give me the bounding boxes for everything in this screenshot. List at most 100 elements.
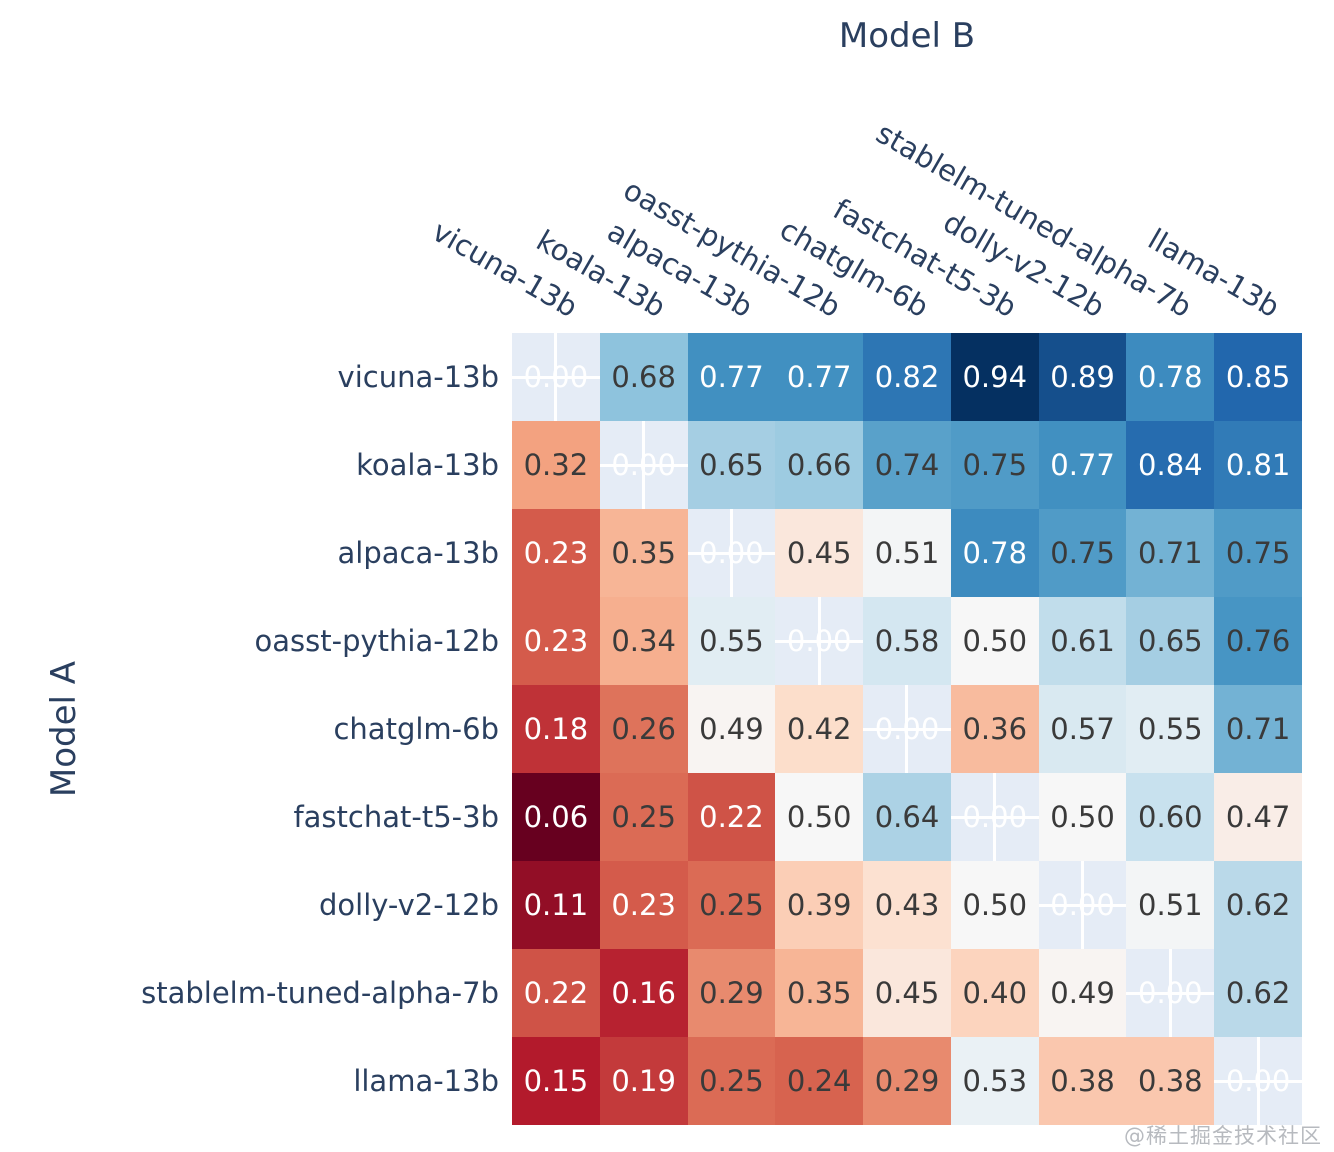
gridline-horizontal	[1038, 903, 1127, 907]
heatmap-cell-oasst-pythia-12b-vs-dolly-v2-12b[interactable]: 0.61	[1038, 597, 1127, 685]
heatmap-cell-oasst-pythia-12b-vs-oasst-pythia-12b[interactable]: 0.00	[775, 597, 864, 685]
cell-value: 0.19	[611, 1064, 676, 1098]
heatmap-cell-vicuna-13b-vs-llama-13b[interactable]: 0.85	[1214, 333, 1302, 421]
heatmap-cell-oasst-pythia-12b-vs-llama-13b[interactable]: 0.76	[1214, 597, 1302, 685]
heatmap-cell-llama-13b-vs-vicuna-13b[interactable]: 0.15	[512, 1037, 600, 1125]
heatmap-cell-vicuna-13b-vs-vicuna-13b[interactable]: 0.00	[512, 333, 600, 421]
heatmap-cell-oasst-pythia-12b-vs-stablelm-tuned-alpha-7b[interactable]: 0.65	[1126, 597, 1215, 685]
watermark: @稀土掘金技术社区	[1124, 1124, 1322, 1148]
heatmap-cell-oasst-pythia-12b-vs-chatglm-6b[interactable]: 0.58	[863, 597, 951, 685]
heatmap-cell-alpaca-13b-vs-koala-13b[interactable]: 0.35	[599, 509, 688, 597]
heatmap-cell-llama-13b-vs-koala-13b[interactable]: 0.19	[599, 1037, 688, 1125]
heatmap-cell-llama-13b-vs-dolly-v2-12b[interactable]: 0.38	[1038, 1037, 1127, 1125]
heatmap-cell-alpaca-13b-vs-alpaca-13b[interactable]: 0.00	[687, 509, 776, 597]
heatmap-cell-llama-13b-vs-llama-13b[interactable]: 0.00	[1214, 1037, 1302, 1125]
heatmap-cell-stablelm-tuned-alpha-7b-vs-fastchat-t5-3b[interactable]: 0.40	[950, 949, 1039, 1037]
heatmap-cell-llama-13b-vs-oasst-pythia-12b[interactable]: 0.24	[775, 1037, 864, 1125]
heatmap-cell-dolly-v2-12b-vs-alpaca-13b[interactable]: 0.25	[687, 861, 776, 949]
heatmap-cell-oasst-pythia-12b-vs-vicuna-13b[interactable]: 0.23	[512, 597, 600, 685]
heatmap-cell-llama-13b-vs-chatglm-6b[interactable]: 0.29	[863, 1037, 951, 1125]
heatmap-cell-dolly-v2-12b-vs-chatglm-6b[interactable]: 0.43	[863, 861, 951, 949]
cell-value: 0.40	[962, 976, 1028, 1010]
heatmap-cell-chatglm-6b-vs-llama-13b[interactable]: 0.71	[1214, 685, 1302, 773]
y-tick-label-koala-13b: koala-13b	[356, 448, 499, 482]
heatmap-cell-stablelm-tuned-alpha-7b-vs-dolly-v2-12b[interactable]: 0.49	[1038, 949, 1127, 1037]
cell-value: 0.00	[874, 712, 940, 746]
heatmap-cell-alpaca-13b-vs-chatglm-6b[interactable]: 0.51	[863, 509, 951, 597]
heatmap-cell-dolly-v2-12b-vs-koala-13b[interactable]: 0.23	[599, 861, 688, 949]
heatmap-cell-oasst-pythia-12b-vs-fastchat-t5-3b[interactable]: 0.50	[950, 597, 1039, 685]
heatmap-cell-alpaca-13b-vs-llama-13b[interactable]: 0.75	[1214, 509, 1302, 597]
cell-value: 0.47	[1225, 800, 1291, 834]
heatmap-cell-llama-13b-vs-fastchat-t5-3b[interactable]: 0.53	[950, 1037, 1039, 1125]
heatmap-cell-fastchat-t5-3b-vs-llama-13b[interactable]: 0.47	[1214, 773, 1302, 861]
heatmap-cell-koala-13b-vs-chatglm-6b[interactable]: 0.74	[863, 421, 951, 509]
heatmap-cell-dolly-v2-12b-vs-dolly-v2-12b[interactable]: 0.00	[1038, 861, 1127, 949]
heatmap-cell-vicuna-13b-vs-alpaca-13b[interactable]: 0.77	[687, 333, 776, 421]
heatmap-cell-vicuna-13b-vs-dolly-v2-12b[interactable]: 0.89	[1038, 333, 1127, 421]
heatmap-cell-chatglm-6b-vs-dolly-v2-12b[interactable]: 0.57	[1038, 685, 1127, 773]
heatmap-cell-vicuna-13b-vs-oasst-pythia-12b[interactable]: 0.77	[775, 333, 864, 421]
heatmap-cell-chatglm-6b-vs-oasst-pythia-12b[interactable]: 0.42	[775, 685, 864, 773]
heatmap-cell-koala-13b-vs-llama-13b[interactable]: 0.81	[1214, 421, 1302, 509]
cell-value: 0.35	[786, 976, 852, 1010]
cell-value: 0.00	[962, 800, 1028, 834]
heatmap-cell-koala-13b-vs-stablelm-tuned-alpha-7b[interactable]: 0.84	[1126, 421, 1215, 509]
y-tick-label-chatglm-6b: chatglm-6b	[333, 712, 499, 746]
heatmap-cell-alpaca-13b-vs-stablelm-tuned-alpha-7b[interactable]: 0.71	[1126, 509, 1215, 597]
cell-value: 0.78	[962, 536, 1028, 570]
heatmap-cell-chatglm-6b-vs-chatglm-6b[interactable]: 0.00	[863, 685, 951, 773]
heatmap-cell-dolly-v2-12b-vs-vicuna-13b[interactable]: 0.11	[512, 861, 600, 949]
cell-value: 0.25	[699, 888, 764, 922]
heatmap-cell-oasst-pythia-12b-vs-alpaca-13b[interactable]: 0.55	[687, 597, 776, 685]
heatmap-cell-fastchat-t5-3b-vs-chatglm-6b[interactable]: 0.64	[863, 773, 951, 861]
heatmap-cell-koala-13b-vs-alpaca-13b[interactable]: 0.65	[687, 421, 776, 509]
heatmap-cell-dolly-v2-12b-vs-fastchat-t5-3b[interactable]: 0.50	[950, 861, 1039, 949]
heatmap-cell-chatglm-6b-vs-vicuna-13b[interactable]: 0.18	[512, 685, 600, 773]
heatmap-cell-vicuna-13b-vs-stablelm-tuned-alpha-7b[interactable]: 0.78	[1126, 333, 1215, 421]
heatmap-cell-stablelm-tuned-alpha-7b-vs-oasst-pythia-12b[interactable]: 0.35	[775, 949, 864, 1037]
heatmap-cell-stablelm-tuned-alpha-7b-vs-koala-13b[interactable]: 0.16	[599, 949, 688, 1037]
heatmap-cell-stablelm-tuned-alpha-7b-vs-llama-13b[interactable]: 0.62	[1214, 949, 1302, 1037]
heatmap-cell-fastchat-t5-3b-vs-stablelm-tuned-alpha-7b[interactable]: 0.60	[1126, 773, 1215, 861]
heatmap-cell-fastchat-t5-3b-vs-dolly-v2-12b[interactable]: 0.50	[1038, 773, 1127, 861]
heatmap-cell-vicuna-13b-vs-koala-13b[interactable]: 0.68	[599, 333, 688, 421]
heatmap-cell-stablelm-tuned-alpha-7b-vs-alpaca-13b[interactable]: 0.29	[687, 949, 776, 1037]
cell-value: 0.00	[1138, 976, 1203, 1010]
heatmap-cell-fastchat-t5-3b-vs-oasst-pythia-12b[interactable]: 0.50	[775, 773, 864, 861]
heatmap-cell-fastchat-t5-3b-vs-koala-13b[interactable]: 0.25	[599, 773, 688, 861]
heatmap-cell-koala-13b-vs-dolly-v2-12b[interactable]: 0.77	[1038, 421, 1127, 509]
cell-value: 0.00	[786, 624, 852, 658]
cell-value: 0.89	[1050, 360, 1115, 394]
heatmap-cell-alpaca-13b-vs-dolly-v2-12b[interactable]: 0.75	[1038, 509, 1127, 597]
heatmap-cell-stablelm-tuned-alpha-7b-vs-vicuna-13b[interactable]: 0.22	[512, 949, 600, 1037]
heatmap-cell-koala-13b-vs-fastchat-t5-3b[interactable]: 0.75	[950, 421, 1039, 509]
heatmap-cell-chatglm-6b-vs-alpaca-13b[interactable]: 0.49	[687, 685, 776, 773]
heatmap-cell-alpaca-13b-vs-oasst-pythia-12b[interactable]: 0.45	[775, 509, 864, 597]
cell-value: 0.81	[1225, 448, 1291, 482]
heatmap-cell-chatglm-6b-vs-koala-13b[interactable]: 0.26	[599, 685, 688, 773]
cell-value: 0.51	[874, 536, 940, 570]
heatmap-cell-vicuna-13b-vs-fastchat-t5-3b[interactable]: 0.94	[950, 333, 1039, 421]
heatmap-cell-dolly-v2-12b-vs-llama-13b[interactable]: 0.62	[1214, 861, 1302, 949]
heatmap-cell-fastchat-t5-3b-vs-fastchat-t5-3b[interactable]: 0.00	[950, 773, 1039, 861]
heatmap-cell-chatglm-6b-vs-fastchat-t5-3b[interactable]: 0.36	[950, 685, 1039, 773]
heatmap-cell-koala-13b-vs-oasst-pythia-12b[interactable]: 0.66	[775, 421, 864, 509]
heatmap-cell-chatglm-6b-vs-stablelm-tuned-alpha-7b[interactable]: 0.55	[1126, 685, 1215, 773]
heatmap-cell-dolly-v2-12b-vs-oasst-pythia-12b[interactable]: 0.39	[775, 861, 864, 949]
heatmap-cell-fastchat-t5-3b-vs-alpaca-13b[interactable]: 0.22	[687, 773, 776, 861]
heatmap-cell-llama-13b-vs-stablelm-tuned-alpha-7b[interactable]: 0.38	[1126, 1037, 1215, 1125]
heatmap-cell-fastchat-t5-3b-vs-vicuna-13b[interactable]: 0.06	[512, 773, 600, 861]
heatmap-cell-llama-13b-vs-alpaca-13b[interactable]: 0.25	[687, 1037, 776, 1125]
gridline-horizontal	[599, 463, 688, 467]
heatmap-cell-alpaca-13b-vs-fastchat-t5-3b[interactable]: 0.78	[950, 509, 1039, 597]
heatmap-cell-stablelm-tuned-alpha-7b-vs-chatglm-6b[interactable]: 0.45	[863, 949, 951, 1037]
heatmap-cell-oasst-pythia-12b-vs-koala-13b[interactable]: 0.34	[599, 597, 688, 685]
heatmap-cell-alpaca-13b-vs-vicuna-13b[interactable]: 0.23	[512, 509, 600, 597]
heatmap-cell-vicuna-13b-vs-chatglm-6b[interactable]: 0.82	[863, 333, 951, 421]
heatmap-cell-koala-13b-vs-koala-13b[interactable]: 0.00	[599, 421, 688, 509]
heatmap-cell-koala-13b-vs-vicuna-13b[interactable]: 0.32	[512, 421, 600, 509]
heatmap-cell-dolly-v2-12b-vs-stablelm-tuned-alpha-7b[interactable]: 0.51	[1126, 861, 1215, 949]
cell-value: 0.71	[1138, 536, 1203, 570]
heatmap-cell-stablelm-tuned-alpha-7b-vs-stablelm-tuned-alpha-7b[interactable]: 0.00	[1126, 949, 1215, 1037]
